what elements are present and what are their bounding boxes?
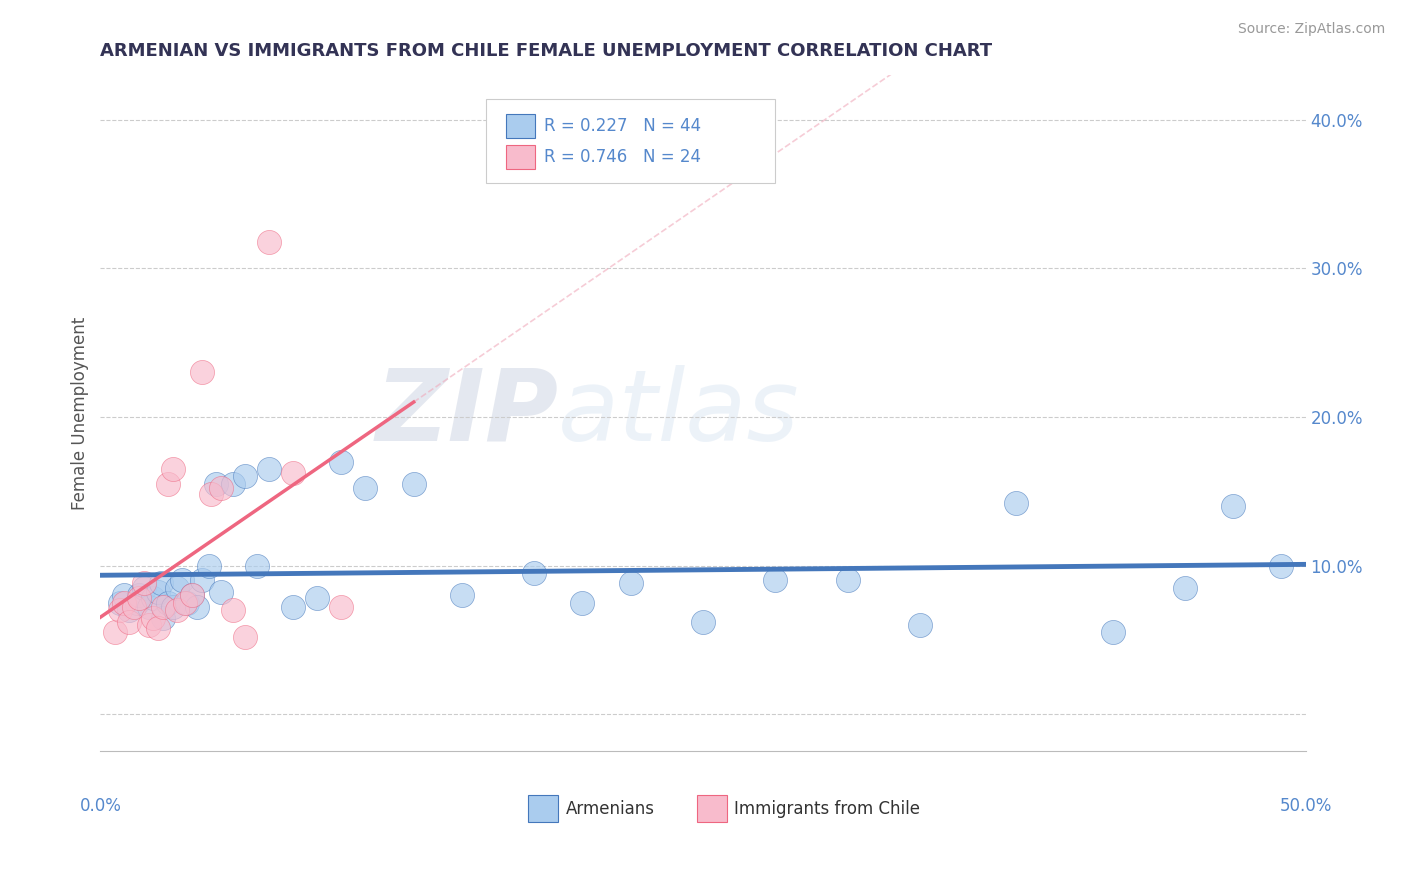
Bar [506, 145, 536, 169]
Point [1270, 558, 1292, 573]
Point [257, 235, 280, 249]
Point [138, 600, 160, 615]
Point [283, 467, 305, 481]
Point [138, 618, 160, 632]
Point [173, 596, 195, 610]
Point [692, 615, 714, 629]
Point [172, 574, 194, 588]
Text: ZIP: ZIP [375, 365, 558, 462]
Point [149, 576, 172, 591]
Point [209, 585, 232, 599]
Point [104, 625, 127, 640]
Point [190, 574, 212, 588]
Point [166, 603, 188, 617]
Text: Source: ZipAtlas.com: Source: ZipAtlas.com [1237, 22, 1385, 37]
Point [108, 596, 131, 610]
Point [152, 600, 174, 615]
Point [1222, 499, 1244, 513]
Point [176, 596, 198, 610]
Point [190, 366, 212, 380]
Point [148, 621, 170, 635]
Bar [697, 796, 727, 822]
Point [181, 588, 204, 602]
Point [125, 596, 148, 610]
Point [837, 574, 859, 588]
Text: Armenians: Armenians [565, 800, 655, 818]
Point [114, 596, 136, 610]
Point [186, 600, 208, 615]
Text: R = 0.227   N = 44: R = 0.227 N = 44 [544, 117, 702, 135]
Point [523, 566, 546, 580]
Point [354, 481, 377, 495]
Point [209, 481, 232, 495]
Point [222, 476, 245, 491]
Text: R = 0.746   N = 24: R = 0.746 N = 24 [544, 148, 700, 166]
Point [198, 558, 221, 573]
Point [156, 596, 179, 610]
Point [1005, 496, 1028, 510]
Point [108, 603, 131, 617]
Point [257, 462, 280, 476]
Bar [506, 114, 536, 138]
Text: ARMENIAN VS IMMIGRANTS FROM CHILE FEMALE UNEMPLOYMENT CORRELATION CHART: ARMENIAN VS IMMIGRANTS FROM CHILE FEMALE… [100, 42, 993, 60]
FancyBboxPatch shape [486, 99, 775, 184]
Point [571, 596, 593, 610]
Point [132, 576, 155, 591]
Y-axis label: Female Unemployment: Female Unemployment [72, 317, 89, 510]
Point [307, 591, 329, 606]
Point [148, 585, 170, 599]
Point [114, 588, 136, 602]
Point [152, 610, 174, 624]
Point [1101, 625, 1123, 640]
Point [402, 476, 425, 491]
Point [200, 487, 222, 501]
Point [233, 630, 256, 644]
Point [451, 588, 474, 602]
Bar [529, 796, 558, 822]
Text: 0.0%: 0.0% [79, 797, 121, 814]
Point [222, 603, 245, 617]
Text: Immigrants from Chile: Immigrants from Chile [734, 800, 921, 818]
Point [181, 588, 204, 602]
Point [118, 603, 141, 617]
Point [330, 600, 353, 615]
Point [233, 469, 256, 483]
Point [122, 600, 145, 615]
Point [763, 574, 786, 588]
Point [142, 610, 165, 624]
Point [330, 454, 353, 468]
Point [246, 558, 269, 573]
Point [162, 462, 184, 476]
Text: 50.0%: 50.0% [1279, 797, 1331, 814]
Point [166, 581, 188, 595]
Point [118, 615, 141, 629]
Text: atlas: atlas [558, 365, 800, 462]
Point [205, 476, 228, 491]
Point [128, 591, 150, 606]
Point [283, 600, 305, 615]
Point [620, 576, 643, 591]
Point [162, 600, 184, 615]
Point [142, 591, 165, 606]
Point [128, 588, 150, 602]
Point [908, 618, 931, 632]
Point [156, 476, 179, 491]
Point [1174, 581, 1197, 595]
Point [132, 581, 155, 595]
